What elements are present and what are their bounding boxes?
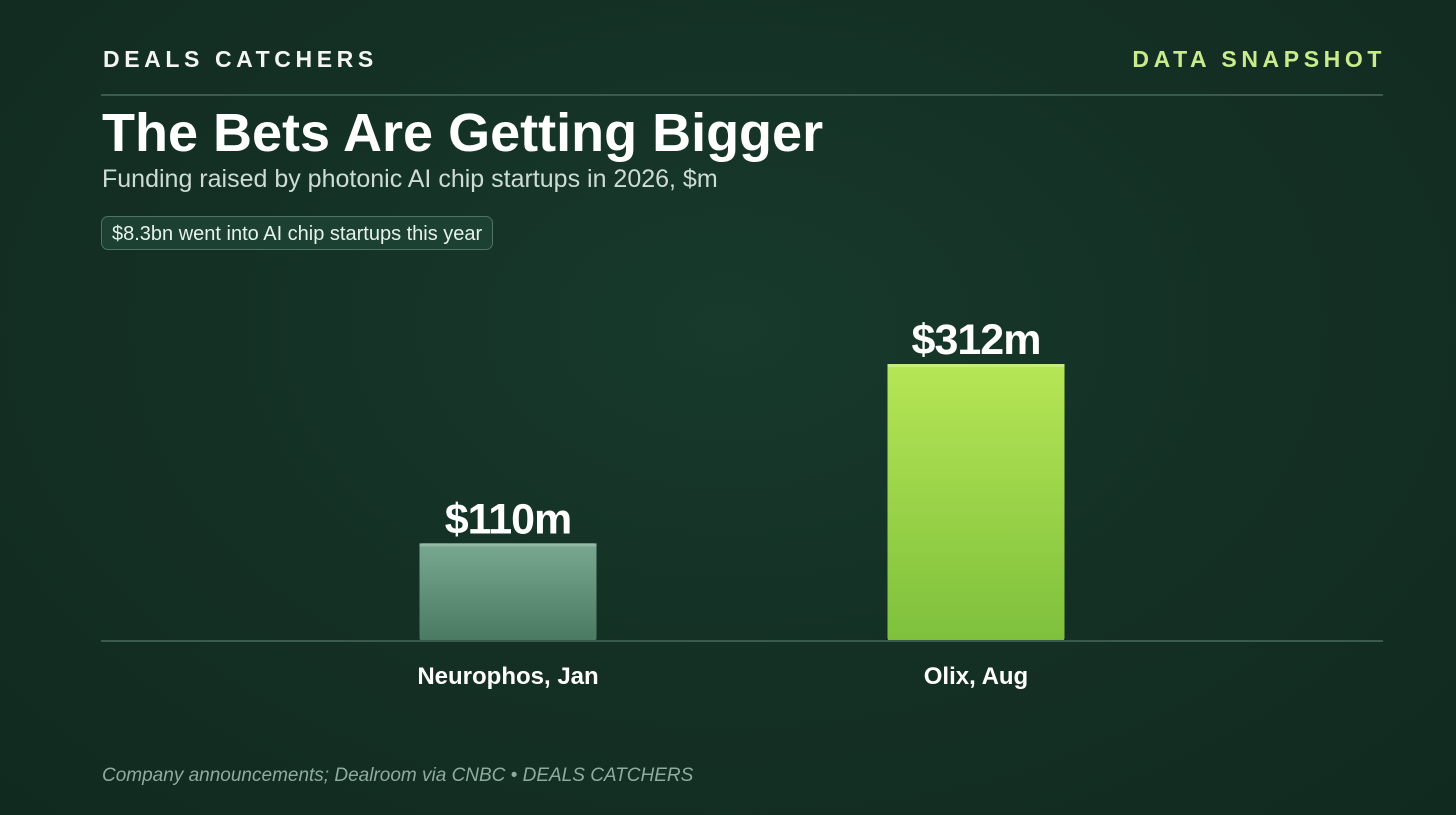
bar-cap-0	[419, 543, 597, 547]
chart-title: The Bets Are Getting Bigger	[102, 103, 824, 163]
header-divider	[101, 94, 1383, 96]
source-note: Company announcements; Dealroom via CNBC…	[102, 765, 694, 786]
bar-value-label-0: $110m	[445, 495, 572, 543]
bar-cap-1	[887, 364, 1065, 367]
bar-1	[887, 364, 1065, 641]
category-label-0: Neurophos, Jan	[417, 663, 598, 690]
callout-badge: $8.3bn went into AI chip startups this y…	[101, 216, 494, 250]
bar-0	[419, 543, 597, 641]
category-label-1: Olix, Aug	[924, 663, 1028, 690]
brand-name: DEALS CATCHERS	[103, 46, 378, 72]
chart-subtitle: Funding raised by photonic AI chip start…	[102, 165, 718, 193]
bar-value-label-1: $312m	[912, 316, 1041, 364]
section-tag: DATA SNAPSHOT	[1132, 46, 1386, 72]
